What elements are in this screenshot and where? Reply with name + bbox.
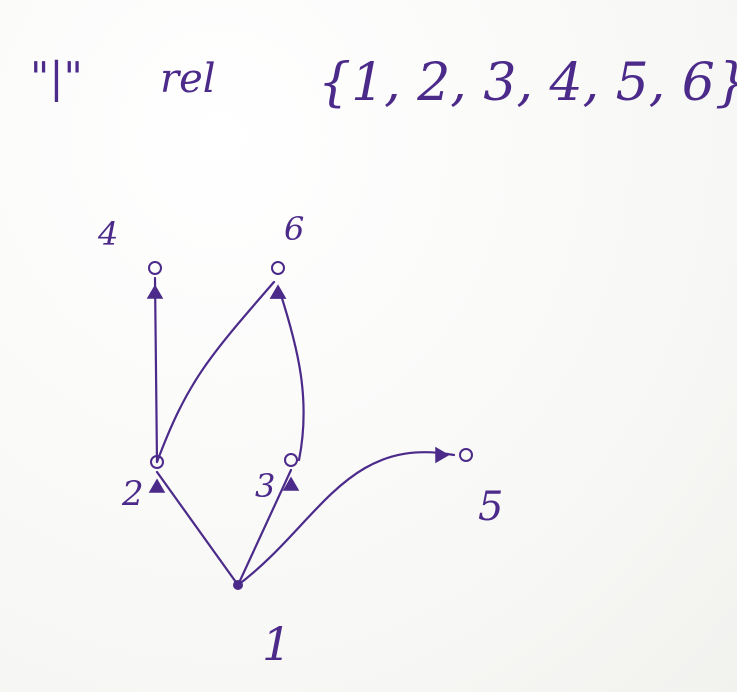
node-4 — [148, 261, 162, 275]
arrowhead-1-5 — [435, 446, 450, 464]
node-label-2: 2 — [121, 474, 144, 514]
edge-1-5 — [236, 451, 456, 587]
node-2 — [150, 455, 164, 469]
edge-1-2 — [155, 470, 240, 587]
edge-2-6 — [155, 280, 276, 464]
arrowhead-1-3 — [282, 476, 300, 491]
node-label-5: 5 — [478, 484, 503, 530]
node-3 — [284, 453, 298, 467]
arrowhead-1-2 — [148, 478, 166, 493]
arrowhead-2-4 — [146, 284, 164, 299]
node-label-1: 1 — [262, 617, 291, 671]
node-label-3: 3 — [255, 467, 275, 505]
title-quote-word: "|" — [30, 53, 83, 102]
edge-1-3 — [236, 468, 293, 587]
node-1 — [233, 580, 243, 590]
title-relation: rel — [160, 56, 216, 102]
edge-3-6 — [278, 290, 305, 462]
node-label-4: 4 — [97, 215, 118, 253]
title-set: {1, 2, 3, 4, 5, 6} — [318, 53, 737, 113]
edges-layer — [146, 276, 456, 587]
arrowhead-3-6 — [269, 284, 287, 299]
node-label-6: 6 — [284, 210, 304, 248]
node-5 — [459, 448, 473, 462]
edge-2-4 — [153, 276, 159, 464]
nodes-layer: 1 2 3 4 5 6 — [97, 210, 503, 671]
node-6 — [271, 261, 285, 275]
